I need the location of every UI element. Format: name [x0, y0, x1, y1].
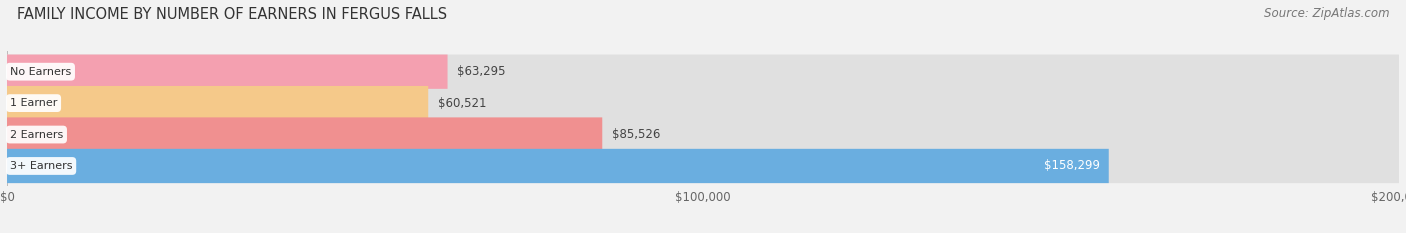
- Text: Source: ZipAtlas.com: Source: ZipAtlas.com: [1264, 7, 1389, 20]
- FancyBboxPatch shape: [7, 149, 1399, 183]
- FancyBboxPatch shape: [7, 117, 1399, 152]
- Text: $60,521: $60,521: [439, 97, 486, 110]
- Text: $158,299: $158,299: [1045, 159, 1101, 172]
- FancyBboxPatch shape: [7, 117, 602, 152]
- FancyBboxPatch shape: [7, 149, 1109, 183]
- FancyBboxPatch shape: [7, 86, 429, 120]
- Text: 1 Earner: 1 Earner: [10, 98, 58, 108]
- Text: No Earners: No Earners: [10, 67, 72, 77]
- FancyBboxPatch shape: [7, 55, 447, 89]
- Text: 3+ Earners: 3+ Earners: [10, 161, 72, 171]
- FancyBboxPatch shape: [7, 55, 1399, 89]
- Text: $63,295: $63,295: [457, 65, 506, 78]
- Text: 2 Earners: 2 Earners: [10, 130, 63, 140]
- FancyBboxPatch shape: [7, 86, 1399, 120]
- Text: FAMILY INCOME BY NUMBER OF EARNERS IN FERGUS FALLS: FAMILY INCOME BY NUMBER OF EARNERS IN FE…: [17, 7, 447, 22]
- Text: $85,526: $85,526: [612, 128, 661, 141]
